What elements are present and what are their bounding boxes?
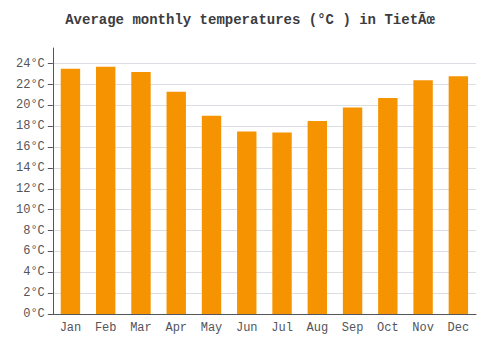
svg-text:Apr: Apr — [165, 321, 187, 335]
svg-text:Mar: Mar — [130, 321, 152, 335]
svg-text:Oct: Oct — [377, 321, 399, 335]
svg-text:20°C: 20°C — [16, 98, 45, 112]
svg-text:4°C: 4°C — [23, 265, 45, 279]
svg-text:0°C: 0°C — [23, 307, 45, 321]
svg-text:14°C: 14°C — [16, 161, 45, 175]
svg-text:Average monthly temperatures (: Average monthly temperatures (°C ) in Ti… — [65, 11, 435, 28]
svg-text:6°C: 6°C — [23, 244, 45, 258]
svg-text:Jul: Jul — [271, 321, 293, 335]
svg-text:Sep: Sep — [342, 321, 364, 335]
svg-text:Aug: Aug — [306, 321, 328, 335]
svg-text:18°C: 18°C — [16, 119, 45, 133]
svg-text:16°C: 16°C — [16, 140, 45, 154]
svg-text:Nov: Nov — [412, 321, 434, 335]
svg-text:24°C: 24°C — [16, 57, 45, 71]
svg-text:8°C: 8°C — [23, 224, 45, 238]
svg-text:22°C: 22°C — [16, 78, 45, 92]
svg-text:Jan: Jan — [60, 321, 82, 335]
svg-text:Feb: Feb — [95, 321, 117, 335]
svg-text:10°C: 10°C — [16, 203, 45, 217]
svg-text:Dec: Dec — [448, 321, 470, 335]
svg-text:Jun: Jun — [236, 321, 258, 335]
svg-text:2°C: 2°C — [23, 286, 45, 300]
svg-text:12°C: 12°C — [16, 182, 45, 196]
svg-text:May: May — [201, 321, 223, 335]
